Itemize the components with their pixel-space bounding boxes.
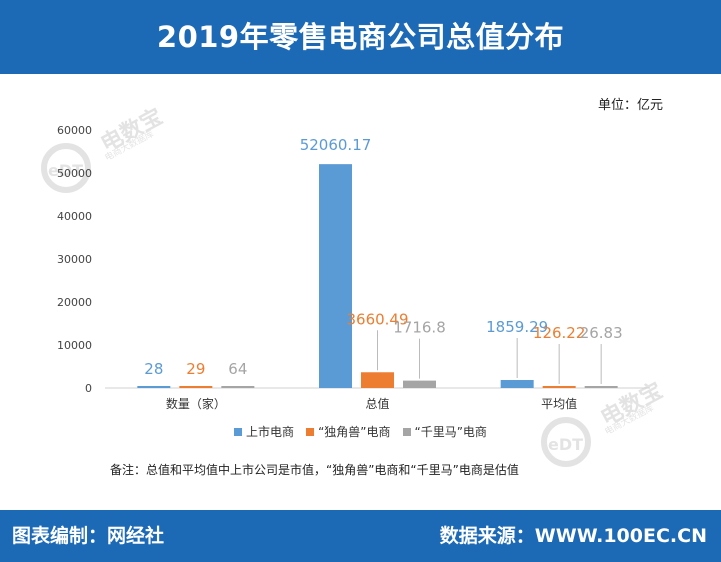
svg-text:eDT: eDT [548,435,583,454]
y-tick-label: 20000 [57,296,92,309]
bar [179,386,213,388]
data-label: 1716.8 [393,319,446,337]
svg-text:eDT: eDT [48,161,83,180]
y-tick-label: 50000 [57,167,92,180]
data-label: 26.83 [580,324,623,342]
bar [361,372,394,388]
data-label: 52060.17 [300,136,372,154]
y-tick-label: 40000 [57,210,92,223]
cloud-logo-icon: eDT [41,143,91,193]
legend-swatch [402,428,411,436]
data-label: 3660.49 [346,310,408,328]
x-tick-label: 平均值 [541,396,577,411]
y-tick-label: 0 [85,382,92,395]
chart-title: 2019年零售电商公司总值分布 [156,20,565,54]
unit-label: 单位：亿元 [598,98,664,113]
legend-label: 上市电商 [246,425,295,439]
y-tick-label: 10000 [57,339,92,352]
bar [319,164,352,388]
y-tick-label: 30000 [57,253,92,266]
footnote: 备注：总值和平均值中上市公司是市值，“独角兽”电商和“千里马”电商是估值 [110,463,519,477]
cloud-logo-icon: eDT [541,417,591,467]
bar-chart: 0 10000 20000 30000 40000 50000 60000 数量（家） 28 29… [57,124,650,411]
footer-credit: 图表编制：网经社 [12,525,165,547]
legend-swatch [306,428,315,436]
legend-item: 上市电商 [234,423,294,440]
legend-label: “独角兽”电商 [318,425,391,439]
x-tick-label: 总值 [365,396,389,411]
chart-legend: 上市电商 “独角兽”电商 “千里马”电商 [0,423,721,440]
bar [584,386,618,388]
bar [403,380,436,388]
watermark-logo: eDT 电数宝 电商大数据库 [36,104,167,216]
bar [542,386,576,388]
legend-label: “千里马”电商 [414,425,487,439]
legend-swatch [234,428,243,436]
bar [221,386,255,388]
footer-bar: 图表编制：网经社 数据来源：WWW.100EC.CN [0,510,721,562]
data-label: 1859.29 [486,318,548,336]
data-label: 29 [186,360,205,378]
header-bar [0,0,721,74]
x-tick-label: 数量（家） [166,396,226,411]
legend-item: “独角兽”电商 [306,423,391,440]
bar [500,380,534,388]
legend-item: “千里马”电商 [402,423,487,440]
bar [137,386,171,388]
data-label: 64 [228,360,247,378]
y-tick-label: 60000 [57,124,92,137]
footer-source: 数据来源：WWW.100EC.CN [439,525,707,547]
data-label: 126.22 [533,324,586,342]
data-label: 28 [144,360,163,378]
watermark-logo-2: eDT 电数宝 电商大数据库 [536,378,667,490]
